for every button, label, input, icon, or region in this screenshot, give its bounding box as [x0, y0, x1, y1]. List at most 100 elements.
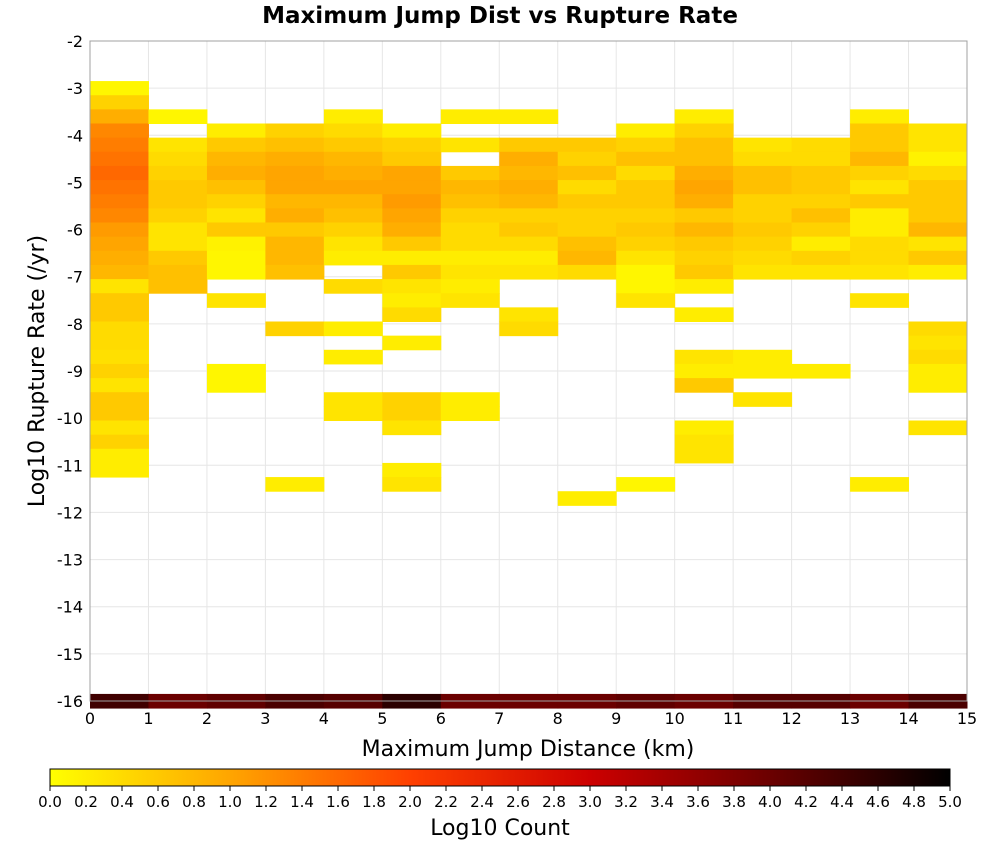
heatmap-cell: [499, 137, 559, 153]
heatmap-cell: [908, 250, 968, 266]
colorbar-tick-label: 3.2: [614, 793, 638, 811]
heatmap-cell: [850, 165, 910, 181]
colorbar-tick-label: 5.0: [938, 793, 962, 811]
colorbar-tick-label: 0.0: [38, 793, 62, 811]
heatmap-cell: [440, 293, 500, 308]
heatmap-cell: [206, 151, 266, 167]
colorbar-ticks: 0.0 0.2 0.4 0.6 0.8 1.0 1.2 1.4 1.6 1.8 2.0 2.2 2.4 2…: [38, 786, 962, 811]
heatmap-cell: [616, 208, 676, 223]
heatmap-cell: [908, 222, 968, 238]
heatmap-cell: [674, 434, 734, 450]
heatmap-cell: [382, 279, 442, 294]
heatmap-cell: [499, 236, 559, 252]
heatmap-cell: [557, 151, 617, 167]
heatmap-cell: [674, 250, 734, 266]
heatmap-cell: [323, 123, 383, 139]
heatmap-cell: [557, 165, 617, 181]
x-tick-label: 15: [957, 709, 977, 728]
heatmap-cell: [382, 222, 442, 238]
heatmap-cell: [908, 236, 968, 252]
heatmap-cell: [90, 420, 149, 436]
colorbar-tick-label: 3.0: [578, 793, 602, 811]
heatmap-cell: [90, 462, 149, 478]
heatmap-cell: [791, 165, 851, 181]
heatmap-cell: [674, 363, 734, 379]
heatmap-cell: [616, 279, 676, 294]
heatmap-cell: [908, 151, 968, 167]
heatmap-cell: [733, 137, 793, 153]
heatmap-cell: [499, 250, 559, 266]
heatmap-cell: [674, 378, 734, 393]
heatmap-cell: [616, 293, 676, 308]
heatmap-cell: [499, 222, 559, 238]
heatmap-cell: [850, 194, 910, 209]
colorbar-tick-label: 3.4: [650, 793, 674, 811]
heatmap-cell: [90, 208, 149, 223]
colorbar-tick-label: 1.2: [254, 793, 278, 811]
heatmap-cell: [674, 123, 734, 139]
heatmap-cell: [148, 137, 208, 153]
heatmap-cell: [616, 180, 676, 195]
heatmap-cell: [557, 222, 617, 238]
heatmap-cell: [733, 264, 793, 280]
heatmap-cell: [382, 165, 442, 181]
heatmap-cell: [323, 236, 383, 252]
heatmap-cell: [733, 250, 793, 266]
heatmap-cell: [382, 335, 442, 351]
heatmap-cell: [674, 448, 734, 464]
heatmap-cell: [850, 180, 910, 195]
colorbar: [49, 768, 951, 787]
y-tick-label: -8: [67, 315, 83, 334]
heatmap-cell: [265, 180, 325, 195]
heatmap-cell: [440, 109, 500, 124]
heatmap-cell: [90, 180, 149, 195]
x-axis-ticks: 0 1 2 3 4 5 6 7 8 9 10 11 12 13 14 15: [85, 709, 977, 728]
x-tick-label: 8: [553, 709, 563, 728]
colorbar-tick-label: 2.0: [398, 793, 422, 811]
heatmap-cell: [850, 293, 910, 308]
heatmap-cell: [616, 222, 676, 238]
colorbar-tick-label: 4.0: [758, 793, 782, 811]
heatmap-cell: [791, 151, 851, 167]
heatmap-cell: [908, 420, 968, 436]
x-tick-label: 5: [377, 709, 387, 728]
heatmap-cell: [440, 180, 500, 195]
y-tick-label: -2: [67, 32, 83, 51]
heatmap-cell: [791, 250, 851, 266]
y-tick-label: -7: [67, 268, 83, 287]
heatmap-cell: [557, 264, 617, 280]
heatmap-cell: [674, 279, 734, 294]
heatmap-cell: [733, 165, 793, 181]
heatmap-cell: [206, 194, 266, 209]
heatmap-cell: [206, 208, 266, 223]
heatmap-cell: [206, 222, 266, 238]
heatmap-cell: [90, 236, 149, 252]
heatmap-cell: [323, 222, 383, 238]
heatmap-cell: [323, 165, 383, 181]
heatmap-cell: [850, 222, 910, 238]
heatmap-cell: [206, 293, 266, 308]
heatmap-cell: [791, 137, 851, 153]
heatmap-cell: [90, 293, 149, 308]
heatmap-cells: [90, 81, 968, 709]
heatmap-cell: [499, 194, 559, 209]
heatmap-cell: [674, 194, 734, 209]
heatmap-cell: [265, 236, 325, 252]
heatmap-cell: [674, 208, 734, 223]
heatmap-cell: [382, 123, 442, 139]
heatmap-cell: [90, 95, 149, 110]
x-axis-label: Maximum Jump Distance (km): [362, 737, 695, 762]
heatmap-cell: [908, 165, 968, 181]
heatmap-cell: [382, 137, 442, 153]
heatmap-cell: [674, 264, 734, 280]
colorbar-tick-label: 2.8: [542, 793, 566, 811]
heatmap-cell: [557, 491, 617, 506]
heatmap-cell: [323, 392, 383, 407]
x-tick-label: 6: [436, 709, 446, 728]
heatmap-cell: [791, 180, 851, 195]
heatmap-cell: [90, 222, 149, 238]
heatmap-cell: [206, 180, 266, 195]
colorbar-label: Log10 Count: [430, 816, 570, 841]
colorbar-tick-label: 1.0: [218, 793, 242, 811]
